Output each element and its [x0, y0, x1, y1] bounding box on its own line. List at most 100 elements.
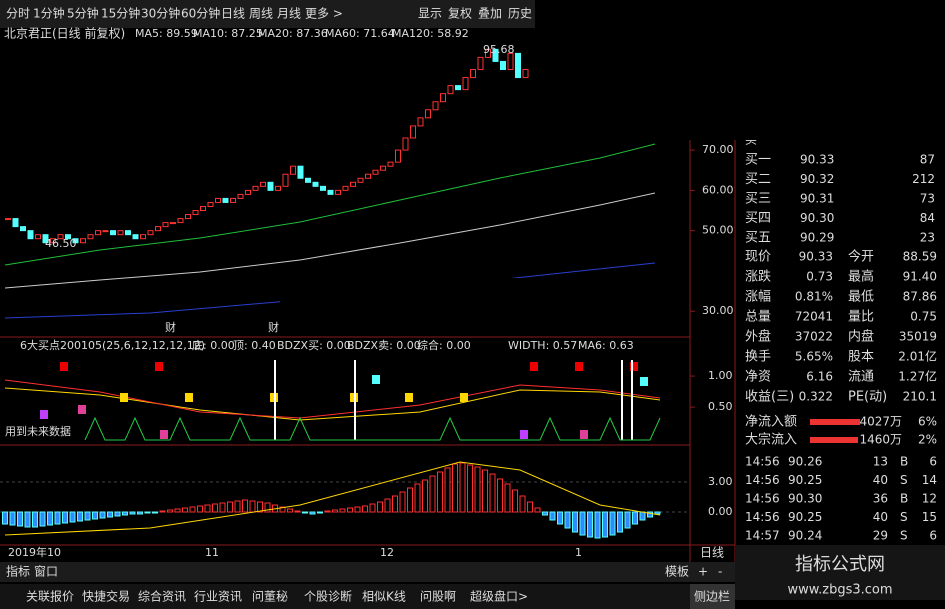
y-tick-label: 3.00 — [708, 475, 733, 488]
finance-value: 5.65% — [795, 350, 833, 364]
trade-price: 90.24 — [788, 529, 822, 543]
flow-label: 净流入额 — [745, 415, 797, 430]
indicator-readout: MA6: 0.63 — [578, 339, 634, 352]
order-price: 90.32 — [800, 172, 834, 186]
period-tab[interactable]: 分时 — [6, 7, 30, 21]
candle — [27, 230, 34, 240]
y-tick-label: 0.50 — [708, 400, 733, 413]
order-volume: 73 — [920, 192, 935, 206]
quote-label: 内盘 — [848, 329, 874, 345]
bottom-tab[interactable]: 相似K线 — [362, 590, 406, 604]
macd-bar — [159, 510, 166, 513]
candle — [350, 181, 356, 187]
trade-volume: 40 — [873, 473, 888, 487]
quote-label: 外盘 — [745, 329, 771, 345]
period-tab[interactable]: 30分钟 — [141, 6, 180, 21]
period-tab[interactable]: 周线 — [249, 7, 273, 21]
bottom-tab[interactable]: 超级盘口> — [470, 589, 528, 604]
trade-volume: 36 — [873, 492, 888, 506]
flow-pct: 2% — [918, 433, 937, 447]
y-tick-label: 50.00 — [702, 224, 734, 237]
indicator-readout: 综合: 0.00 — [417, 338, 471, 352]
macd-bar — [69, 511, 76, 523]
bottom-tab[interactable]: 问股啊 — [420, 590, 456, 604]
period-tab[interactable]: 15分钟 — [101, 6, 140, 21]
low-label: 46.50 — [45, 237, 77, 250]
period-tab[interactable]: 日线 — [221, 7, 245, 21]
candle — [102, 230, 109, 233]
trade-price: 90.30 — [788, 492, 822, 506]
macd-bar — [347, 507, 353, 513]
finance-value: 2.01亿 — [898, 349, 937, 364]
macd-bar — [639, 511, 646, 521]
finance-value: 210.1 — [903, 390, 937, 404]
period-tab[interactable]: 更多 > — [305, 7, 343, 21]
period-label: 日线 — [700, 546, 724, 560]
ma-readout: MA10: 87.25 — [193, 27, 263, 40]
candle — [297, 165, 304, 179]
macd-bar — [414, 483, 421, 513]
bottom-tab[interactable]: 问董秘 — [252, 590, 288, 604]
window-control[interactable]: 模板 — [665, 565, 689, 579]
candle — [515, 52, 521, 79]
menu-item[interactable]: 复权 — [448, 7, 472, 21]
macd-bar — [302, 511, 308, 514]
sidebar-button[interactable] — [690, 584, 735, 609]
macd-bar — [107, 511, 113, 518]
macd-bar — [249, 500, 256, 513]
trade-count: 15 — [922, 510, 937, 524]
period-tab[interactable]: 月线 — [277, 7, 301, 21]
bottom-tab[interactable]: 行业资讯 — [194, 590, 242, 604]
window-control[interactable]: - — [718, 565, 722, 579]
indicator-readout: BDZX买: 0.00 — [277, 339, 351, 352]
quote-value: 37022 — [795, 330, 833, 344]
bottom-tab[interactable]: 快捷交易 — [82, 589, 130, 604]
window-tab[interactable]: 指标 — [6, 564, 30, 579]
window-control[interactable]: + — [698, 565, 708, 579]
candle — [507, 52, 514, 70]
decoration — [4, 379, 661, 419]
candle — [125, 230, 131, 236]
menu-item[interactable]: 叠加 — [478, 7, 502, 21]
macd-bar — [354, 506, 361, 513]
candle — [500, 60, 506, 70]
candle — [12, 218, 19, 228]
quote-label: 今开 — [848, 249, 874, 265]
candle — [455, 85, 461, 91]
decoration — [60, 362, 68, 371]
macd-bar — [62, 511, 68, 524]
menu-item[interactable]: 显示 — [418, 7, 442, 21]
macd-bar — [182, 507, 188, 513]
window-tab[interactable]: 窗口 — [34, 565, 58, 579]
period-tab[interactable]: 1分钟 — [33, 6, 65, 21]
x-tick-label: 2019年10 — [8, 545, 61, 559]
bottom-tab[interactable]: 关联报价 — [26, 589, 74, 604]
macd-bar — [189, 506, 196, 513]
candle — [485, 48, 491, 58]
candle — [155, 226, 161, 232]
trade-time: 14:56 — [745, 473, 780, 487]
macd-bar — [549, 511, 556, 521]
macd-bar — [407, 487, 413, 513]
quote-value: 90.33 — [799, 250, 833, 264]
order-volume: 84 — [920, 211, 935, 225]
flow-value: 4027万 — [859, 415, 902, 429]
candle — [147, 230, 154, 236]
candle — [425, 109, 431, 119]
candle — [387, 161, 394, 167]
candle — [402, 137, 409, 151]
menu-item[interactable]: 历史 — [508, 7, 532, 21]
period-tab[interactable]: 60分钟 — [181, 6, 220, 21]
macd-bar — [557, 511, 563, 525]
macd-bar — [54, 511, 61, 525]
finance-value: 6.16 — [806, 370, 833, 384]
trade-price: 90.25 — [788, 510, 822, 524]
period-tab[interactable]: 5分钟 — [67, 6, 99, 21]
indicator-readout: BDZX卖: 0.00 — [347, 339, 421, 352]
sidebar-label[interactable]: 侧边栏 — [694, 589, 730, 604]
macd-bar — [399, 491, 406, 513]
macd-bar — [47, 511, 53, 526]
bottom-tab[interactable]: 个股诊断 — [304, 589, 352, 604]
macd-bar — [114, 511, 121, 517]
bottom-tab[interactable]: 综合资讯 — [138, 589, 186, 604]
